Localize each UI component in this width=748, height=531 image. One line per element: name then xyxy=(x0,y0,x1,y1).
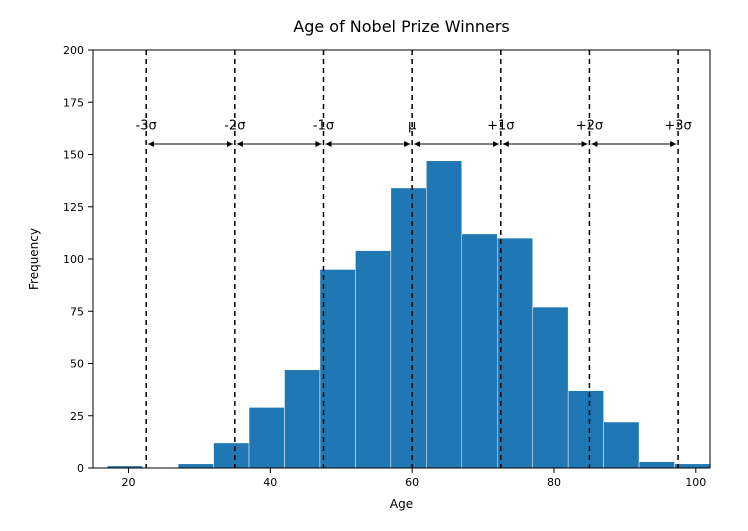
chart-title: Age of Nobel Prize Winners xyxy=(293,17,510,36)
x-tick-label: 80 xyxy=(547,476,561,489)
x-tick-label: 100 xyxy=(685,476,706,489)
bar xyxy=(214,443,249,468)
y-tick-label: 150 xyxy=(63,149,84,162)
bar xyxy=(639,462,674,468)
bar xyxy=(533,307,568,468)
bar xyxy=(320,269,355,468)
bar xyxy=(675,464,710,468)
bar xyxy=(497,238,532,468)
bar xyxy=(426,161,461,468)
sigma-label: -3σ xyxy=(136,118,157,133)
y-axis-label: Frequency xyxy=(27,228,41,290)
sigma-label: μ xyxy=(408,118,416,133)
sigma-label: +1σ xyxy=(487,118,514,133)
sigma-label: +2σ xyxy=(576,118,603,133)
sigma-label: -1σ xyxy=(313,118,334,133)
x-axis-label: Age xyxy=(390,497,413,511)
bar xyxy=(462,234,497,468)
bar xyxy=(604,422,639,468)
bar xyxy=(249,407,284,468)
y-tick-label: 25 xyxy=(70,410,84,423)
x-tick-label: 40 xyxy=(263,476,277,489)
bar xyxy=(284,370,319,468)
bar xyxy=(568,391,603,468)
y-tick-label: 200 xyxy=(63,44,84,57)
y-tick-label: 50 xyxy=(70,358,84,371)
sigma-label: -2σ xyxy=(224,118,245,133)
bar xyxy=(391,188,426,468)
bar xyxy=(355,251,390,468)
y-tick-label: 0 xyxy=(77,462,84,475)
y-tick-label: 75 xyxy=(70,305,84,318)
y-tick-label: 125 xyxy=(63,201,84,214)
sigma-label: +3σ xyxy=(664,118,691,133)
bar xyxy=(178,464,213,468)
histogram-chart: -3σ -2σ -1σ μ +1σ +2σ +3σ 20 40 60 80 100 0 25 50 75 100… xyxy=(0,0,748,531)
y-tick-label: 175 xyxy=(63,96,84,109)
y-tick-label: 100 xyxy=(63,253,84,266)
x-tick-label: 20 xyxy=(121,476,135,489)
x-tick-label: 60 xyxy=(405,476,419,489)
